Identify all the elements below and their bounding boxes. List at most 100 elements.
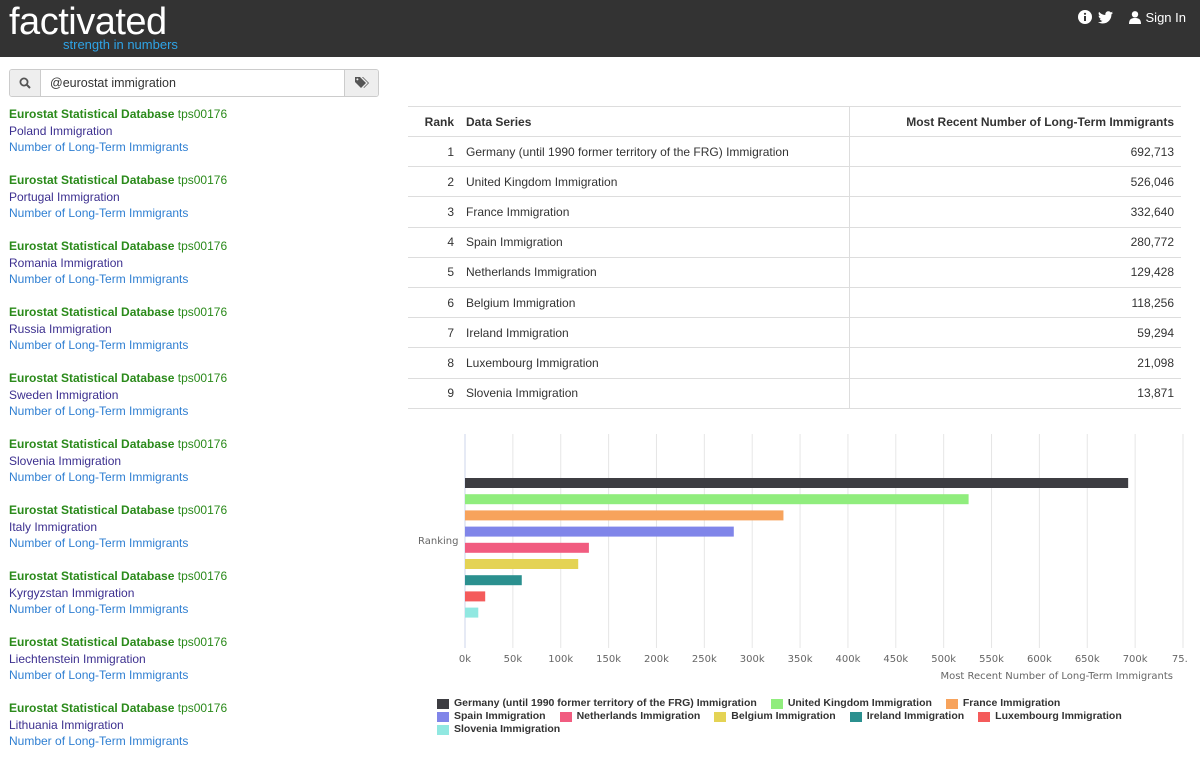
- cell-series[interactable]: Slovenia Immigration: [454, 378, 850, 408]
- result-code[interactable]: tps00176: [177, 701, 228, 715]
- result-source[interactable]: Eurostat Statistical Database: [9, 503, 175, 517]
- bar[interactable]: [465, 494, 969, 505]
- legend-item[interactable]: Ireland Immigration: [849, 710, 964, 723]
- result-metric[interactable]: Number of Long-Term Immigrants: [9, 140, 189, 154]
- result-item[interactable]: Eurostat Statistical Database tps00176 Sl…: [9, 436, 389, 502]
- legend-item[interactable]: Slovenia Immigration: [437, 723, 560, 736]
- bar[interactable]: [465, 575, 522, 586]
- twitter-icon[interactable]: [1097, 9, 1113, 25]
- cell-series[interactable]: France Immigration: [454, 197, 850, 227]
- result-code[interactable]: tps00176: [177, 173, 228, 187]
- bar[interactable]: [465, 542, 589, 553]
- bar[interactable]: [465, 526, 734, 537]
- result-metric[interactable]: Number of Long-Term Immigrants: [9, 602, 189, 616]
- cell-series[interactable]: United Kingdom Immigration: [454, 167, 850, 197]
- bar[interactable]: [465, 478, 1129, 488]
- result-code[interactable]: tps00176: [177, 503, 228, 517]
- table-row[interactable]: 9 Slovenia Immigration 13,871: [408, 378, 1181, 409]
- result-code[interactable]: tps00176: [177, 239, 228, 253]
- cell-series[interactable]: Belgium Immigration: [454, 287, 850, 318]
- col-header-series[interactable]: Data Series: [454, 107, 850, 136]
- sign-in-button[interactable]: Sign In: [1128, 9, 1186, 25]
- result-source[interactable]: Eurostat Statistical Database: [9, 305, 175, 319]
- logo[interactable]: factivated strength in numbers: [9, 1, 178, 52]
- result-item[interactable]: Eurostat Statistical Database tps00176 Sw…: [9, 370, 389, 436]
- result-title[interactable]: Poland Immigration: [9, 123, 113, 138]
- table-row[interactable]: 3 France Immigration 332,640: [408, 197, 1181, 228]
- bar[interactable]: [465, 510, 784, 521]
- result-code[interactable]: tps00176: [177, 371, 228, 385]
- result-metric[interactable]: Number of Long-Term Immigrants: [9, 536, 189, 550]
- result-code[interactable]: tps00176: [177, 305, 228, 319]
- logo-text[interactable]: factivated: [9, 1, 167, 43]
- result-item[interactable]: Eurostat Statistical Database tps00176 Ky…: [9, 568, 389, 634]
- result-source[interactable]: Eurostat Statistical Database: [9, 107, 175, 121]
- result-item[interactable]: Eurostat Statistical Database tps00176 Po…: [9, 172, 389, 238]
- legend-swatch: [945, 698, 958, 709]
- table-row[interactable]: 4 Spain Immigration 280,772: [408, 227, 1181, 258]
- result-source[interactable]: Eurostat Statistical Database: [9, 635, 175, 649]
- x-tick-label: 50k: [504, 654, 523, 665]
- result-title[interactable]: Russia Immigration: [9, 321, 112, 336]
- legend-label: Netherlands Immigration: [576, 710, 701, 722]
- result-item[interactable]: Eurostat Statistical Database tps00176 Ro…: [9, 238, 389, 304]
- bar[interactable]: [465, 559, 579, 569]
- result-metric[interactable]: Number of Long-Term Immigrants: [9, 470, 189, 484]
- result-metric[interactable]: Number of Long-Term Immigrants: [9, 734, 189, 748]
- cell-series[interactable]: Ireland Immigration: [454, 318, 850, 348]
- legend-item[interactable]: Luxembourg Immigration: [978, 710, 1122, 723]
- result-code[interactable]: tps00176: [177, 635, 228, 649]
- legend-item[interactable]: France Immigration: [945, 697, 1060, 710]
- result-source[interactable]: Eurostat Statistical Database: [9, 239, 175, 253]
- table-row[interactable]: 2 United Kingdom Immigration 526,046: [408, 167, 1181, 198]
- result-title[interactable]: Liechtenstein Immigration: [9, 651, 146, 666]
- result-metric[interactable]: Number of Long-Term Immigrants: [9, 404, 189, 418]
- search-button[interactable]: [10, 70, 41, 96]
- result-item[interactable]: Eurostat Statistical Database tps00176 Li…: [9, 700, 389, 759]
- result-source[interactable]: Eurostat Statistical Database: [9, 437, 175, 451]
- legend-item[interactable]: United Kingdom Immigration: [770, 697, 932, 710]
- col-header-value[interactable]: Most Recent Number of Long-Term Immigran…: [906, 114, 1174, 129]
- cell-series[interactable]: Netherlands Immigration: [454, 257, 850, 287]
- result-title[interactable]: Kyrgyzstan Immigration: [9, 585, 135, 600]
- info-icon[interactable]: [1077, 9, 1092, 25]
- result-code[interactable]: tps00176: [177, 569, 228, 583]
- legend-item[interactable]: Spain Immigration: [437, 710, 546, 723]
- legend-item[interactable]: Germany (until 1990 former territory of …: [437, 697, 757, 710]
- result-metric[interactable]: Number of Long-Term Immigrants: [9, 206, 189, 220]
- result-source[interactable]: Eurostat Statistical Database: [9, 701, 175, 715]
- result-source[interactable]: Eurostat Statistical Database: [9, 173, 175, 187]
- table-row[interactable]: 5 Netherlands Immigration 129,428: [408, 257, 1181, 288]
- result-code[interactable]: tps00176: [177, 437, 228, 451]
- result-title[interactable]: Lithuania Immigration: [9, 717, 124, 732]
- result-title[interactable]: Sweden Immigration: [9, 387, 119, 402]
- search-input[interactable]: [41, 70, 344, 96]
- result-source[interactable]: Eurostat Statistical Database: [9, 569, 175, 583]
- result-item[interactable]: Eurostat Statistical Database tps00176 Li…: [9, 634, 389, 700]
- result-title[interactable]: Italy Immigration: [9, 519, 98, 534]
- col-header-rank[interactable]: Rank: [424, 114, 454, 129]
- result-source[interactable]: Eurostat Statistical Database: [9, 371, 175, 385]
- result-item[interactable]: Eurostat Statistical Database tps00176 Po…: [9, 106, 389, 172]
- result-title[interactable]: Portugal Immigration: [9, 189, 120, 204]
- result-item[interactable]: Eurostat Statistical Database tps00176 Ru…: [9, 304, 389, 370]
- result-title[interactable]: Slovenia Immigration: [9, 453, 122, 468]
- tags-button[interactable]: [344, 70, 378, 96]
- legend-item[interactable]: Belgium Immigration: [714, 710, 836, 723]
- bar[interactable]: [465, 607, 479, 618]
- cell-series[interactable]: Luxembourg Immigration: [454, 348, 850, 378]
- result-metric[interactable]: Number of Long-Term Immigrants: [9, 668, 189, 682]
- table-row[interactable]: 1 Germany (until 1990 former territory of…: [408, 137, 1181, 168]
- cell-series[interactable]: Germany (until 1990 former territory of …: [454, 137, 850, 167]
- legend-item[interactable]: Netherlands Immigration: [559, 710, 701, 723]
- bar[interactable]: [465, 591, 486, 602]
- table-row[interactable]: 8 Luxembourg Immigration 21,098: [408, 348, 1181, 379]
- table-row[interactable]: 6 Belgium Immigration 118,256: [408, 287, 1181, 319]
- result-metric[interactable]: Number of Long-Term Immigrants: [9, 338, 189, 352]
- result-item[interactable]: Eurostat Statistical Database tps00176 It…: [9, 502, 389, 568]
- cell-series[interactable]: Spain Immigration: [454, 227, 850, 257]
- result-title[interactable]: Romania Immigration: [9, 255, 124, 270]
- result-metric[interactable]: Number of Long-Term Immigrants: [9, 272, 189, 286]
- table-row[interactable]: 7 Ireland Immigration 59,294: [408, 318, 1181, 349]
- result-code[interactable]: tps00176: [177, 107, 228, 121]
